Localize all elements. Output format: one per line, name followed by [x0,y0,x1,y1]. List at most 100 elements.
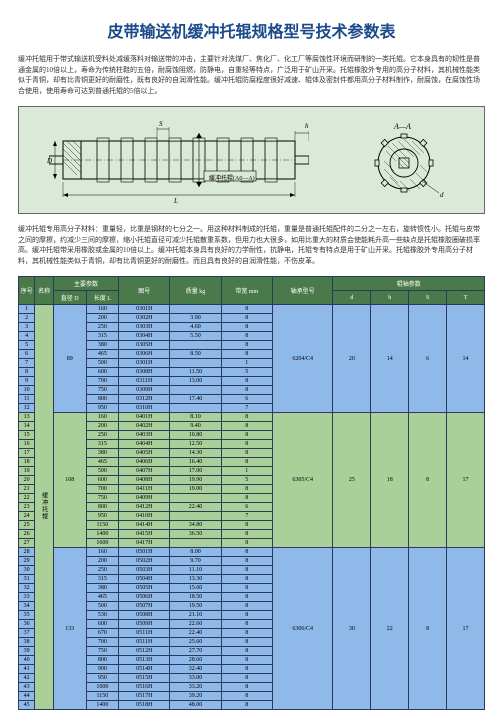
th-main-group: 主要参数 [53,277,118,291]
page-title: 皮带输送机缓冲托辊规格型号技术参数表 [18,18,485,42]
cell-beltwidth: 8 [221,701,272,710]
cell-seq: 1 [19,305,35,314]
cell-length: 250 [86,566,119,575]
cell-beltwidth: 8 [221,341,272,350]
cell-h: 22 [371,548,409,710]
cell-beltwidth: 7 [221,512,272,521]
table-row: 281331600501H8.0086306/C43022817 [19,548,485,557]
cell-seq: 41 [19,665,35,674]
cell-seq: 4 [19,332,35,341]
cell-length: 500 [86,602,119,611]
cell-mass: 5.50 [170,332,221,341]
cell-mass: 13.00 [170,377,221,386]
cell-beltwidth: 8 [221,332,272,341]
cell-seq: 14 [19,422,35,431]
cell-beltwidth: 6 [221,503,272,512]
cell-beltwidth: 1 [221,359,272,368]
cell-beltwidth: 8 [221,566,272,575]
cell-seq: 38 [19,638,35,647]
cell-length: 950 [86,674,119,683]
cell-beltwidth: 8 [221,602,272,611]
cell-model: 0402H [119,422,170,431]
cell-seq: 44 [19,692,35,701]
cell-length: 1000 [86,683,119,692]
cell-length: 250 [86,323,119,332]
cell-length: 800 [86,503,119,512]
th-seq: 序号 [19,277,35,305]
cell-seq: 16 [19,440,35,449]
cell-S: 8 [409,548,447,710]
cell-model: 0518H [119,701,170,710]
cell-length: 750 [86,386,119,395]
cell-mass: 13.30 [170,575,221,584]
cell-length: 465 [86,458,119,467]
cell-beltwidth: 8 [221,539,272,548]
cell-seq: 33 [19,593,35,602]
cell-model: 0303H [119,323,170,332]
technical-drawing: D L S h 缓冲托辊(A0—A) A—A [18,106,485,214]
cell-beltwidth: 5 [221,368,272,377]
cell-model: 0517H [119,692,170,701]
cell-beltwidth: 8 [221,449,272,458]
cell-beltwidth: 8 [221,386,272,395]
cell-model: 0509H [119,620,170,629]
cell-model: 0304H [119,332,170,341]
cell-seq: 23 [19,503,35,512]
cell-mass [170,341,221,350]
cell-mass: 9.70 [170,557,221,566]
cell-mass: 28.60 [170,656,221,665]
cell-seq: 3 [19,323,35,332]
cell-bearing: 6305/C4 [272,413,333,548]
cell-model: 0502H [119,557,170,566]
cell-beltwidth: 8 [221,305,272,314]
cell-model: 0410H [119,512,170,521]
cell-seq: 27 [19,539,35,548]
cell-model: 0505H [119,584,170,593]
cell-length: 380 [86,341,119,350]
cell-mass: 19.00 [170,485,221,494]
cell-mass: 8.50 [170,350,221,359]
th-d: d [333,291,371,305]
spec-table: 序号 名称 主要参数 图号 质量 kg 带宽 mm 轴承型号 辊轴参数 直径 D… [18,276,485,710]
th-mass: 质量 kg [170,277,221,305]
cell-model: 0405H [119,449,170,458]
th-h: h [371,291,409,305]
cell-beltwidth: 8 [221,314,272,323]
cell-beltwidth: 8 [221,440,272,449]
cell-seq: 36 [19,620,35,629]
cell-seq: 10 [19,386,35,395]
cell-mass: 16.40 [170,458,221,467]
cell-seq: 7 [19,359,35,368]
cell-mass: 17.40 [170,395,221,404]
cell-model: 0310H [119,404,170,413]
cell-length: 1400 [86,530,119,539]
cell-model: 0412H [119,503,170,512]
cell-name: 缓冲托辊 [35,305,54,710]
cell-beltwidth: 8 [221,422,272,431]
th-bearing: 轴承型号 [272,277,333,305]
cell-model: 0501H [119,548,170,557]
cell-length: 380 [86,449,119,458]
dim-h-label: h [305,122,309,130]
cell-mass: 22.40 [170,503,221,512]
cell-seq: 15 [19,431,35,440]
cell-mass: 12.50 [170,440,221,449]
cell-bearing: 6204/C4 [272,305,333,413]
cell-length: 160 [86,413,119,422]
cell-mass: 27.70 [170,647,221,656]
cell-seq: 45 [19,701,35,710]
cell-model: 0512H [119,647,170,656]
th-name: 名称 [35,277,54,305]
cell-seq: 24 [19,512,35,521]
dim-L-label: L [174,197,178,205]
cell-seq: 29 [19,557,35,566]
cell-model: 0411H [119,485,170,494]
cell-mass: 36.50 [170,530,221,539]
cell-length: 700 [86,377,119,386]
cell-length: 1400 [86,701,119,710]
cell-beltwidth: 8 [221,674,272,683]
cell-mass: 9.40 [170,422,221,431]
cell-length: 200 [86,557,119,566]
cell-T: 17 [447,548,485,710]
cell-mass [170,305,221,314]
